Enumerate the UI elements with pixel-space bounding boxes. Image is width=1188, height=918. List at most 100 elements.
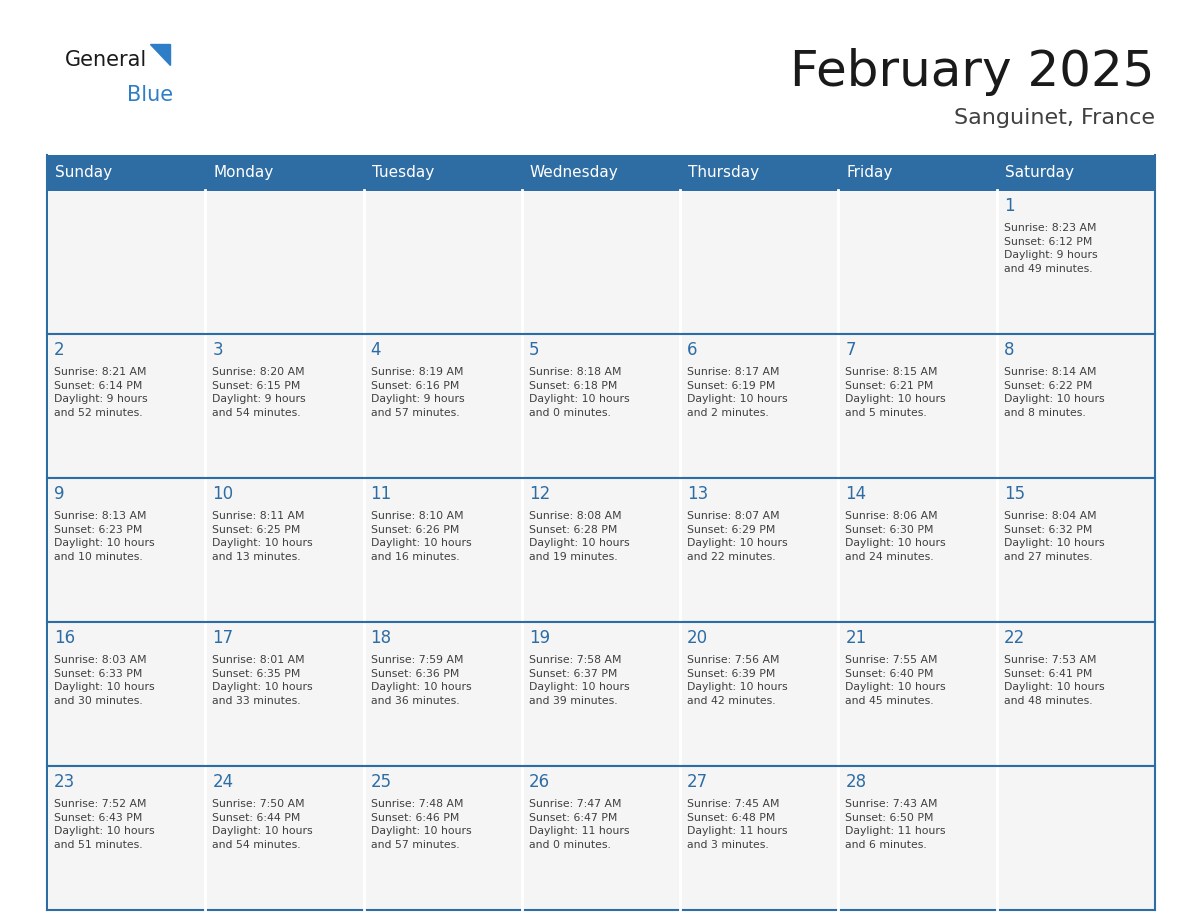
- Text: 2: 2: [53, 341, 64, 359]
- Text: Sunrise: 7:50 AM
Sunset: 6:44 PM
Daylight: 10 hours
and 54 minutes.: Sunrise: 7:50 AM Sunset: 6:44 PM Dayligh…: [213, 799, 312, 850]
- Text: 14: 14: [846, 485, 866, 503]
- Bar: [522, 190, 681, 334]
- Text: General: General: [65, 50, 147, 70]
- Text: Sunrise: 8:17 AM
Sunset: 6:19 PM
Daylight: 10 hours
and 2 minutes.: Sunrise: 8:17 AM Sunset: 6:19 PM Dayligh…: [687, 367, 788, 418]
- Text: February 2025: February 2025: [790, 48, 1155, 96]
- Text: 13: 13: [687, 485, 708, 503]
- Text: 7: 7: [846, 341, 855, 359]
- Bar: [522, 766, 681, 910]
- Text: Sunrise: 7:52 AM
Sunset: 6:43 PM
Daylight: 10 hours
and 51 minutes.: Sunrise: 7:52 AM Sunset: 6:43 PM Dayligh…: [53, 799, 154, 850]
- Text: 8: 8: [1004, 341, 1015, 359]
- Bar: [681, 478, 839, 622]
- Text: Sunrise: 7:58 AM
Sunset: 6:37 PM
Daylight: 10 hours
and 39 minutes.: Sunrise: 7:58 AM Sunset: 6:37 PM Dayligh…: [529, 655, 630, 706]
- Text: Thursday: Thursday: [688, 165, 759, 180]
- Text: 9: 9: [53, 485, 64, 503]
- Text: Sunrise: 7:43 AM
Sunset: 6:50 PM
Daylight: 11 hours
and 6 minutes.: Sunrise: 7:43 AM Sunset: 6:50 PM Dayligh…: [846, 799, 946, 850]
- Bar: [48, 334, 206, 478]
- Bar: [364, 478, 522, 622]
- Text: 12: 12: [529, 485, 550, 503]
- Bar: [839, 622, 997, 766]
- Bar: [206, 334, 364, 478]
- Text: 17: 17: [213, 629, 233, 647]
- Text: 25: 25: [371, 773, 392, 791]
- Bar: [364, 190, 522, 334]
- Bar: [681, 766, 839, 910]
- Text: 19: 19: [529, 629, 550, 647]
- Text: 1: 1: [1004, 197, 1015, 215]
- Text: 6: 6: [687, 341, 697, 359]
- Text: 11: 11: [371, 485, 392, 503]
- Text: Sunrise: 8:18 AM
Sunset: 6:18 PM
Daylight: 10 hours
and 0 minutes.: Sunrise: 8:18 AM Sunset: 6:18 PM Dayligh…: [529, 367, 630, 418]
- Bar: [364, 622, 522, 766]
- Text: Sunrise: 7:56 AM
Sunset: 6:39 PM
Daylight: 10 hours
and 42 minutes.: Sunrise: 7:56 AM Sunset: 6:39 PM Dayligh…: [687, 655, 788, 706]
- Text: Blue: Blue: [127, 85, 173, 105]
- Bar: [206, 478, 364, 622]
- Text: 3: 3: [213, 341, 223, 359]
- Text: Sunrise: 7:53 AM
Sunset: 6:41 PM
Daylight: 10 hours
and 48 minutes.: Sunrise: 7:53 AM Sunset: 6:41 PM Dayligh…: [1004, 655, 1105, 706]
- Text: 16: 16: [53, 629, 75, 647]
- Bar: [48, 478, 206, 622]
- Bar: [681, 190, 839, 334]
- Text: Wednesday: Wednesday: [530, 165, 619, 180]
- Text: 20: 20: [687, 629, 708, 647]
- Text: 23: 23: [53, 773, 75, 791]
- Text: Sunrise: 8:01 AM
Sunset: 6:35 PM
Daylight: 10 hours
and 33 minutes.: Sunrise: 8:01 AM Sunset: 6:35 PM Dayligh…: [213, 655, 312, 706]
- Text: Sunrise: 8:07 AM
Sunset: 6:29 PM
Daylight: 10 hours
and 22 minutes.: Sunrise: 8:07 AM Sunset: 6:29 PM Dayligh…: [687, 511, 788, 562]
- Text: Friday: Friday: [846, 165, 893, 180]
- Bar: [206, 155, 364, 190]
- Bar: [522, 622, 681, 766]
- Text: 15: 15: [1004, 485, 1025, 503]
- Text: 27: 27: [687, 773, 708, 791]
- Bar: [839, 766, 997, 910]
- Bar: [48, 190, 206, 334]
- Bar: [522, 155, 681, 190]
- Text: Sunrise: 8:20 AM
Sunset: 6:15 PM
Daylight: 9 hours
and 54 minutes.: Sunrise: 8:20 AM Sunset: 6:15 PM Dayligh…: [213, 367, 307, 418]
- Bar: [206, 622, 364, 766]
- Text: Sunrise: 8:11 AM
Sunset: 6:25 PM
Daylight: 10 hours
and 13 minutes.: Sunrise: 8:11 AM Sunset: 6:25 PM Dayligh…: [213, 511, 312, 562]
- Text: 22: 22: [1004, 629, 1025, 647]
- Text: Sunrise: 8:08 AM
Sunset: 6:28 PM
Daylight: 10 hours
and 19 minutes.: Sunrise: 8:08 AM Sunset: 6:28 PM Dayligh…: [529, 511, 630, 562]
- Polygon shape: [150, 44, 170, 65]
- Text: 4: 4: [371, 341, 381, 359]
- Bar: [522, 478, 681, 622]
- Text: Sunrise: 8:19 AM
Sunset: 6:16 PM
Daylight: 9 hours
and 57 minutes.: Sunrise: 8:19 AM Sunset: 6:16 PM Dayligh…: [371, 367, 465, 418]
- Bar: [681, 334, 839, 478]
- Text: Sunrise: 8:15 AM
Sunset: 6:21 PM
Daylight: 10 hours
and 5 minutes.: Sunrise: 8:15 AM Sunset: 6:21 PM Dayligh…: [846, 367, 946, 418]
- Bar: [997, 478, 1155, 622]
- Bar: [364, 766, 522, 910]
- Text: 26: 26: [529, 773, 550, 791]
- Text: Sunrise: 7:48 AM
Sunset: 6:46 PM
Daylight: 10 hours
and 57 minutes.: Sunrise: 7:48 AM Sunset: 6:46 PM Dayligh…: [371, 799, 472, 850]
- Bar: [48, 766, 206, 910]
- Bar: [997, 622, 1155, 766]
- Text: Sunrise: 8:04 AM
Sunset: 6:32 PM
Daylight: 10 hours
and 27 minutes.: Sunrise: 8:04 AM Sunset: 6:32 PM Dayligh…: [1004, 511, 1105, 562]
- Bar: [839, 190, 997, 334]
- Text: Sunrise: 8:23 AM
Sunset: 6:12 PM
Daylight: 9 hours
and 49 minutes.: Sunrise: 8:23 AM Sunset: 6:12 PM Dayligh…: [1004, 223, 1098, 274]
- Text: Sunrise: 8:06 AM
Sunset: 6:30 PM
Daylight: 10 hours
and 24 minutes.: Sunrise: 8:06 AM Sunset: 6:30 PM Dayligh…: [846, 511, 946, 562]
- Text: Sunrise: 8:14 AM
Sunset: 6:22 PM
Daylight: 10 hours
and 8 minutes.: Sunrise: 8:14 AM Sunset: 6:22 PM Dayligh…: [1004, 367, 1105, 418]
- Bar: [364, 155, 522, 190]
- Text: 18: 18: [371, 629, 392, 647]
- Text: Sanguinet, France: Sanguinet, France: [954, 108, 1155, 128]
- Text: Sunrise: 8:10 AM
Sunset: 6:26 PM
Daylight: 10 hours
and 16 minutes.: Sunrise: 8:10 AM Sunset: 6:26 PM Dayligh…: [371, 511, 472, 562]
- Bar: [206, 190, 364, 334]
- Text: 24: 24: [213, 773, 233, 791]
- Text: Sunrise: 7:45 AM
Sunset: 6:48 PM
Daylight: 11 hours
and 3 minutes.: Sunrise: 7:45 AM Sunset: 6:48 PM Dayligh…: [687, 799, 788, 850]
- Text: 5: 5: [529, 341, 539, 359]
- Text: Tuesday: Tuesday: [372, 165, 434, 180]
- Text: Sunday: Sunday: [55, 165, 112, 180]
- Text: Sunrise: 7:55 AM
Sunset: 6:40 PM
Daylight: 10 hours
and 45 minutes.: Sunrise: 7:55 AM Sunset: 6:40 PM Dayligh…: [846, 655, 946, 706]
- Bar: [839, 478, 997, 622]
- Text: 28: 28: [846, 773, 866, 791]
- Bar: [522, 334, 681, 478]
- Bar: [997, 766, 1155, 910]
- Bar: [48, 622, 206, 766]
- Text: 10: 10: [213, 485, 233, 503]
- Bar: [364, 334, 522, 478]
- Bar: [997, 334, 1155, 478]
- Bar: [681, 155, 839, 190]
- Text: 21: 21: [846, 629, 867, 647]
- Bar: [997, 155, 1155, 190]
- Bar: [681, 622, 839, 766]
- Text: Sunrise: 8:03 AM
Sunset: 6:33 PM
Daylight: 10 hours
and 30 minutes.: Sunrise: 8:03 AM Sunset: 6:33 PM Dayligh…: [53, 655, 154, 706]
- Bar: [997, 190, 1155, 334]
